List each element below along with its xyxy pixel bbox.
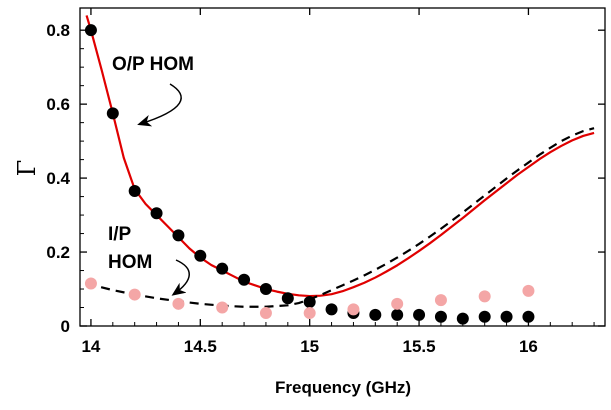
point-s3-0: [84, 277, 97, 290]
point-s2-6: [216, 262, 229, 275]
annotation-ip-line2: HOM: [108, 252, 152, 273]
series-line-0: [85, 15, 595, 298]
y-tick-label-2: 0.4: [46, 169, 70, 188]
series-line-1: [86, 127, 595, 308]
point-s3-8: [434, 294, 447, 307]
point-s2-3: [150, 207, 163, 220]
point-s2-1: [106, 107, 119, 120]
y-axis-label: Γ: [13, 160, 41, 177]
y-tick-label-0: 0: [61, 317, 70, 336]
axis-ticks: [80, 8, 605, 327]
point-s2-5: [194, 249, 207, 262]
x-tick-label-2: 15: [300, 337, 319, 356]
point-s2-10: [303, 295, 316, 308]
point-s2-18: [478, 310, 491, 323]
point-s3-6: [347, 303, 360, 316]
x-tick-label-4: 16: [519, 337, 538, 356]
points-layer: [84, 24, 535, 325]
point-s3-5: [303, 307, 316, 320]
point-s3-9: [478, 290, 491, 303]
point-s2-8: [259, 283, 272, 296]
point-s2-13: [369, 308, 382, 321]
point-s2-14: [391, 308, 404, 321]
x-tick-label-3: 15.5: [403, 337, 436, 356]
point-s2-4: [172, 229, 185, 242]
y-tick-label-3: 0.6: [46, 95, 70, 114]
annotation-op-arrow: [137, 83, 182, 127]
x-tick-label-0: 14: [81, 337, 100, 356]
x-tick-label-1: 14.5: [184, 337, 217, 356]
plot-frame: [79, 7, 606, 327]
point-s2-20: [522, 310, 535, 323]
point-s2-7: [238, 273, 251, 286]
point-s3-2: [172, 297, 185, 310]
point-s3-3: [216, 301, 229, 314]
annotation-op-hom: O/P HOM: [112, 54, 194, 75]
point-s2-16: [434, 310, 447, 323]
y-tick-label-1: 0.2: [46, 243, 70, 262]
point-s2-9: [281, 292, 294, 305]
point-s2-11: [325, 303, 338, 316]
point-s2-2: [128, 185, 141, 198]
tick-labels: 14 14.5 15 15.5 16 0 0.2 0.4 0.6 0.8: [46, 21, 538, 356]
y-tick-label-4: 0.8: [46, 21, 70, 40]
point-s2-19: [500, 310, 513, 323]
annotation-ip-arrow: [171, 259, 190, 296]
point-s3-7: [391, 297, 404, 310]
point-s3-10: [522, 284, 535, 297]
point-s2-0: [84, 24, 97, 37]
point-s3-1: [128, 288, 141, 301]
annotation-ip-line1: I/P: [108, 224, 132, 245]
x-axis-label: Frequency (GHz): [275, 378, 411, 397]
point-s3-4: [259, 307, 272, 320]
point-s2-15: [413, 308, 426, 321]
point-s2-17: [456, 312, 469, 325]
